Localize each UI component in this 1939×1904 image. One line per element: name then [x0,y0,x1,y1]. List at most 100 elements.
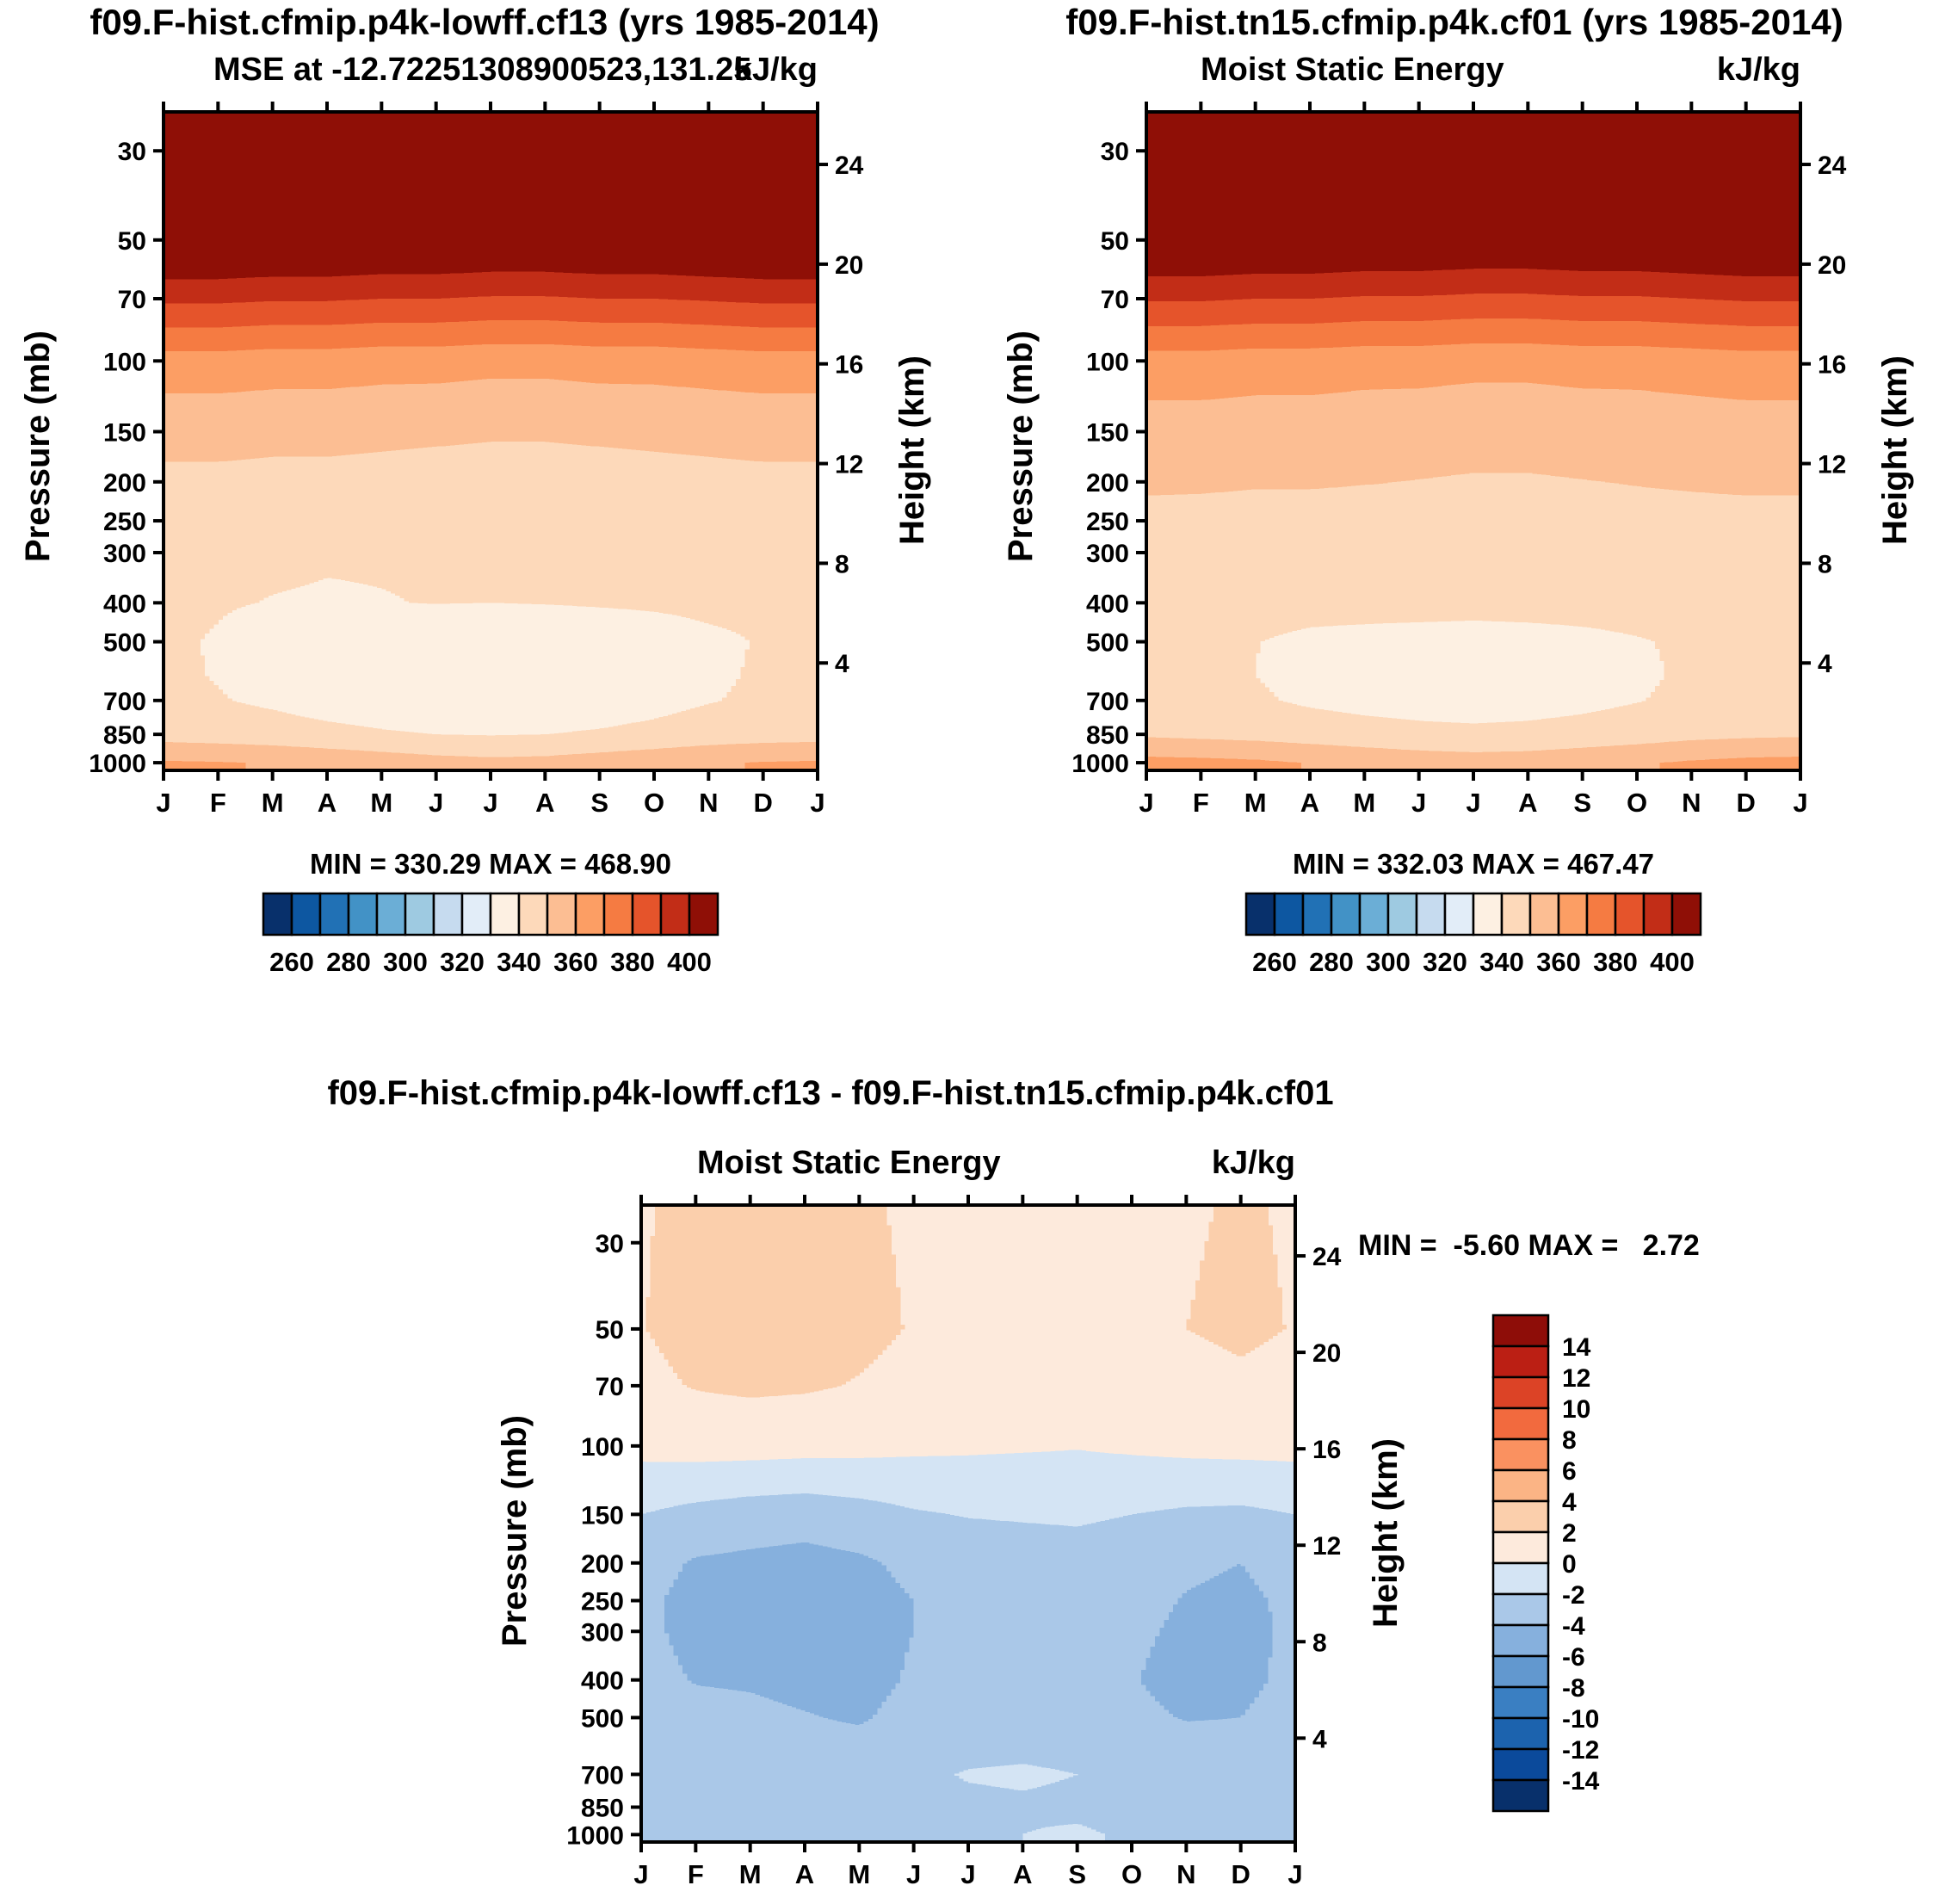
panel1-minmax: MIN = 330.29 MAX = 468.90 [309,848,672,880]
height-tick-label: 12 [835,451,863,479]
month-tick-label: J [960,1859,975,1889]
pressure-tick-label: 700 [1086,688,1129,716]
colorbar-cell [1491,1314,1550,1348]
colorbar-cell [1491,1747,1550,1782]
pressure-tick-label: 100 [581,1433,624,1462]
colorbar-cell [460,892,492,937]
height-tick-label: 20 [1312,1339,1341,1368]
colorbar-tick-label: -14 [1562,1767,1600,1796]
colorbar-cell [1330,892,1362,937]
height-tick-label: 8 [835,550,849,578]
colorbar-cell [1244,892,1276,937]
pressure-tick-label: 500 [103,629,146,658]
month-tick-label: J [1139,788,1153,818]
height-axis-label-1: Height (km) [893,355,931,545]
height-tick-label: 20 [835,251,863,280]
colorbar-tick-label: 14 [1562,1333,1591,1362]
month-tick-label: A [1300,788,1319,818]
month-tick-label: A [1013,1859,1032,1889]
colorbar-tick-label: -10 [1562,1705,1599,1734]
colorbar-cell [1491,1437,1550,1472]
colorbar-tick-label: 300 [1366,947,1411,977]
pressure-axis-label-3: Pressure (mb) [496,1415,534,1647]
pressure-tick-label: 200 [581,1550,624,1579]
month-tick-label: D [1231,1859,1250,1889]
colorbar-cell [1491,1530,1550,1565]
month-tick-label: M [370,788,392,818]
colorbar-tick-label: 2 [1562,1519,1577,1548]
pressure-tick-label: 850 [103,721,146,750]
pressure-tick-label: 300 [103,540,146,568]
pressure-tick-label: 1000 [1071,750,1129,778]
colorbar-cell [1491,1623,1550,1658]
month-tick-label: F [1193,788,1209,818]
colorbar-tick-label: 360 [553,947,598,977]
height-axis-label-3: Height (km) [1367,1438,1405,1628]
panel-1-colorbar: 260 280 300 320 340 360 380 400 [262,892,719,977]
pressure-tick-label: 70 [1101,286,1129,314]
height-tick-label: 24 [1818,151,1847,180]
panel1-units-label: kJ/kg [733,52,818,88]
month-tick-label: A [535,788,554,818]
height-tick-label: 16 [1312,1436,1341,1464]
height-tick-label: 16 [1818,351,1846,380]
colorbar-cell [1500,892,1532,937]
colorbar-tick-label: 400 [1650,947,1695,977]
month-tick-label: N [699,788,718,818]
pressure-tick-label: 700 [103,688,146,716]
colorbar-cell [659,892,691,937]
month-tick-label: M [1353,788,1375,818]
month-tick-label: O [1121,1859,1142,1889]
pressure-tick-label: 50 [596,1316,624,1345]
panel3-title: f09.F-hist.cfmip.p4k-lowff.cf13 - f09.F-… [327,1074,1334,1112]
colorbar-tick-label: 380 [610,947,655,977]
panel-3-contours [641,1205,1295,1842]
colorbar-cell [347,892,379,937]
pressure-axis-label-2: Pressure (mb) [1002,331,1040,562]
pressure-tick-label: 30 [596,1230,624,1258]
colorbar-cell [1491,1592,1550,1627]
colorbar-tick-label: 340 [1479,947,1524,977]
month-tick-label: A [318,788,337,818]
month-tick-label: O [1627,788,1647,818]
colorbar-tick-label: -4 [1562,1612,1585,1641]
pressure-tick-label: 300 [1086,540,1129,568]
colorbar-cell [1472,892,1504,937]
month-tick-label: M [739,1859,762,1889]
colorbar-cell [1491,1375,1550,1410]
panel2-subtitle: Moist Static Energy [1201,52,1504,88]
colorbar-cell [1491,1685,1550,1720]
panel-1-contours [164,112,818,770]
height-tick-label: 24 [835,151,864,180]
month-tick-label: J [1466,788,1480,818]
panel2-units-label: kJ/kg [1716,52,1800,88]
colorbar-cell [1491,1406,1550,1441]
panel-2-colorbar: 260 280 300 320 340 360 380 400 [1244,892,1702,977]
height-axis-label-2: Height (km) [1876,355,1914,545]
month-tick-label: J [156,788,170,818]
month-tick-label: M [848,1859,870,1889]
pressure-tick-label: 300 [581,1618,624,1647]
colorbar-tick-label: 12 [1562,1364,1590,1393]
height-tick-label: 24 [1312,1243,1342,1271]
colorbar-cell [546,892,577,937]
pressure-tick-label: 150 [1086,418,1129,447]
colorbar-cell [404,892,435,937]
colorbar-tick-label: -6 [1562,1643,1585,1672]
colorbar-cell [1386,892,1418,937]
colorbar-cell [1585,892,1617,937]
month-tick-label: J [906,1859,921,1889]
colorbar-cell [1358,892,1390,937]
pressure-tick-label: 500 [581,1704,624,1733]
month-tick-label: S [590,788,608,818]
colorbar-cell [1670,892,1702,937]
pressure-tick-label: 70 [596,1373,624,1401]
pressure-tick-label: 100 [1086,348,1129,376]
colorbar-tick-label: 10 [1562,1395,1590,1424]
panel-1-axes: J F M A M J J A S O N D J 30 50 70 100 150 200 250 300 400 500… [89,102,864,818]
month-tick-label: J [633,1859,648,1889]
pressure-tick-label: 400 [1086,590,1129,618]
colorbar-cell [1491,1499,1550,1534]
